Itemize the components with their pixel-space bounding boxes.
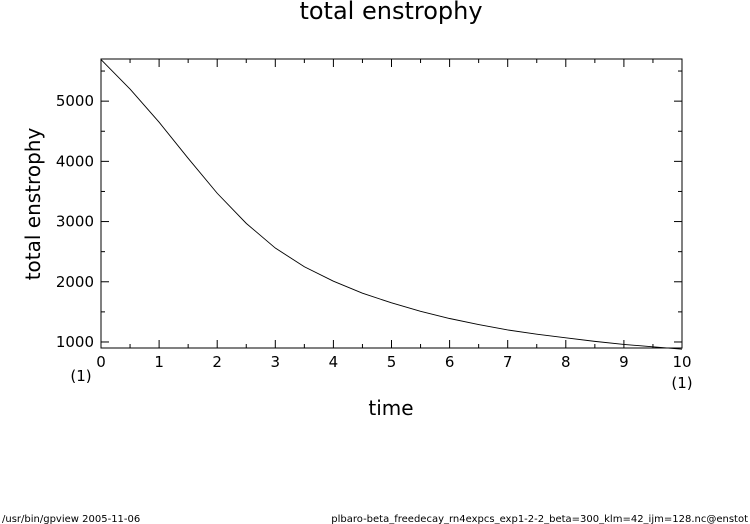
chart-title: total enstrophy bbox=[299, 0, 482, 25]
y-tick-label: 4000 bbox=[56, 152, 94, 170]
x-tick-labels: 0 1 2 3 4 5 6 7 8 9 10 bbox=[96, 353, 691, 371]
y-axis-label: total enstrophy bbox=[21, 128, 45, 281]
y-tick-label: 1000 bbox=[56, 333, 94, 351]
y-tick-label: 3000 bbox=[56, 213, 94, 231]
x-tick-label: 9 bbox=[619, 353, 629, 371]
x-tick-label: 7 bbox=[503, 353, 513, 371]
x-tick-label: 0 bbox=[96, 353, 106, 371]
x-tick-label: 10 bbox=[672, 353, 691, 371]
x-tick-label: 5 bbox=[387, 353, 397, 371]
x-tick-label: 4 bbox=[329, 353, 339, 371]
y-ticks bbox=[101, 70, 682, 343]
x-tick-label: 1 bbox=[154, 353, 164, 371]
y-tick-label: 5000 bbox=[56, 92, 94, 110]
y-tick-label: 2000 bbox=[56, 273, 94, 291]
x-tick-label: 8 bbox=[561, 353, 571, 371]
x-unit-label-right: (1) bbox=[671, 374, 692, 392]
footer-right: plbaro-beta_freedecay_rn4expcs_exp1-2-2_… bbox=[331, 514, 748, 524]
footer-left: /usr/bin/gpview 2005-11-06 bbox=[2, 514, 140, 524]
x-tick-label: 2 bbox=[212, 353, 222, 371]
x-tick-label: 3 bbox=[271, 353, 281, 371]
series-line bbox=[100, 59, 683, 350]
x-ticks bbox=[100, 59, 683, 348]
x-axis-label: time bbox=[368, 396, 413, 420]
x-unit-label: (1) bbox=[70, 367, 91, 385]
y-tick-labels: 1000 2000 3000 4000 5000 bbox=[56, 92, 94, 351]
plot-frame bbox=[100, 58, 683, 349]
x-tick-label: 6 bbox=[445, 353, 455, 371]
